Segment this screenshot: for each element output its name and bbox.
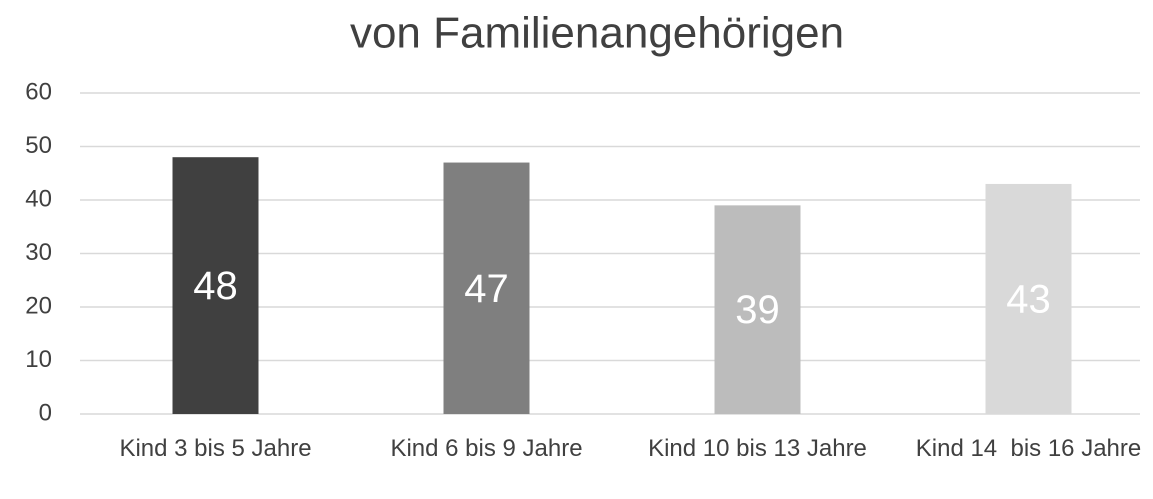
value-label: 47 [464,267,509,311]
bar [172,157,259,414]
bar [985,183,1072,414]
value-label: 39 [735,288,780,332]
y-tick-label: 0 [39,399,52,426]
y-tick-label: 10 [25,346,52,373]
x-tick-label: Kind 10 bis 13 Jahre [648,435,867,462]
x-tick-label: Kind 3 bis 5 Jahre [119,435,312,462]
value-label: 43 [1006,278,1051,322]
value-label: 48 [193,264,238,308]
y-tick-label: 20 [25,292,52,319]
y-tick-label: 40 [25,185,52,212]
chart-title: von Familienangehörigen [350,9,844,58]
y-tick-label: 30 [25,239,52,266]
y-tick-label: 60 [25,78,52,105]
bar [443,162,530,414]
x-tick-label: Kind 14 bis 16 Jahre [915,435,1142,462]
y-tick-label: 50 [25,132,52,159]
x-tick-label: Kind 6 bis 9 Jahre [390,435,583,462]
bar [714,205,801,414]
